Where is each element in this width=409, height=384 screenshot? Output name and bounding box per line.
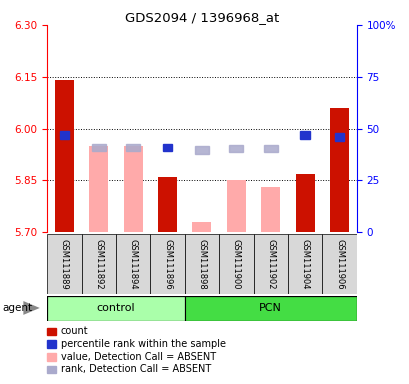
Bar: [126, 144, 140, 151]
Text: GSM111900: GSM111900: [231, 239, 240, 289]
Bar: [162, 144, 172, 151]
Bar: [229, 144, 243, 152]
Text: control: control: [97, 303, 135, 313]
Title: GDS2094 / 1396968_at: GDS2094 / 1396968_at: [124, 11, 279, 24]
Text: GSM111892: GSM111892: [94, 239, 103, 289]
Polygon shape: [23, 301, 40, 315]
Bar: [59, 131, 69, 139]
Text: count: count: [61, 326, 88, 336]
Bar: [55, 80, 74, 232]
Text: agent: agent: [2, 303, 32, 313]
FancyBboxPatch shape: [253, 234, 287, 294]
Bar: [92, 144, 106, 151]
Bar: [334, 133, 344, 141]
Bar: [261, 187, 279, 232]
FancyBboxPatch shape: [184, 296, 356, 321]
Text: GSM111889: GSM111889: [60, 238, 69, 290]
Bar: [89, 146, 108, 232]
Bar: [124, 146, 142, 232]
Text: value, Detection Call = ABSENT: value, Detection Call = ABSENT: [61, 352, 215, 362]
FancyBboxPatch shape: [81, 234, 116, 294]
Text: percentile rank within the sample: percentile rank within the sample: [61, 339, 225, 349]
Text: rank, Detection Call = ABSENT: rank, Detection Call = ABSENT: [61, 364, 210, 374]
Bar: [192, 222, 211, 232]
Text: GSM111894: GSM111894: [128, 239, 137, 289]
FancyBboxPatch shape: [47, 296, 184, 321]
FancyBboxPatch shape: [116, 234, 150, 294]
Bar: [329, 108, 348, 232]
Bar: [299, 131, 309, 139]
Bar: [226, 180, 245, 232]
FancyBboxPatch shape: [150, 234, 184, 294]
Text: GSM111898: GSM111898: [197, 238, 206, 290]
Bar: [158, 177, 177, 232]
Bar: [295, 174, 314, 232]
FancyBboxPatch shape: [287, 234, 321, 294]
Text: PCN: PCN: [258, 303, 281, 313]
Text: GSM111906: GSM111906: [334, 239, 343, 289]
Text: GSM111896: GSM111896: [163, 238, 172, 290]
FancyBboxPatch shape: [321, 234, 356, 294]
Text: GSM111904: GSM111904: [300, 239, 309, 289]
Text: GSM111902: GSM111902: [265, 239, 274, 289]
Bar: [195, 146, 208, 154]
Bar: [263, 144, 277, 152]
FancyBboxPatch shape: [47, 234, 81, 294]
FancyBboxPatch shape: [184, 234, 218, 294]
FancyBboxPatch shape: [218, 234, 253, 294]
